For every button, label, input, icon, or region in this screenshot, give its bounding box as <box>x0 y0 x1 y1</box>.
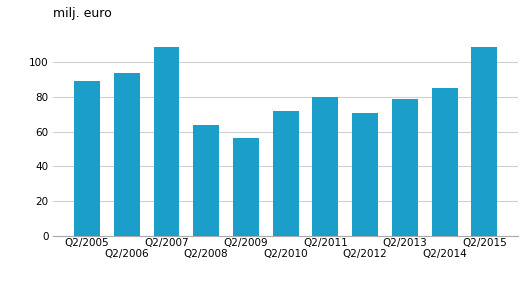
Bar <box>273 111 298 236</box>
Bar <box>313 97 339 236</box>
Bar <box>153 47 179 236</box>
Bar <box>114 73 140 236</box>
Bar <box>432 88 458 236</box>
Bar <box>193 125 219 236</box>
Text: milj. euro: milj. euro <box>53 7 112 20</box>
Bar <box>74 81 100 236</box>
Bar <box>233 139 259 236</box>
Bar <box>352 113 378 236</box>
Bar <box>392 99 418 236</box>
Bar <box>471 47 497 236</box>
